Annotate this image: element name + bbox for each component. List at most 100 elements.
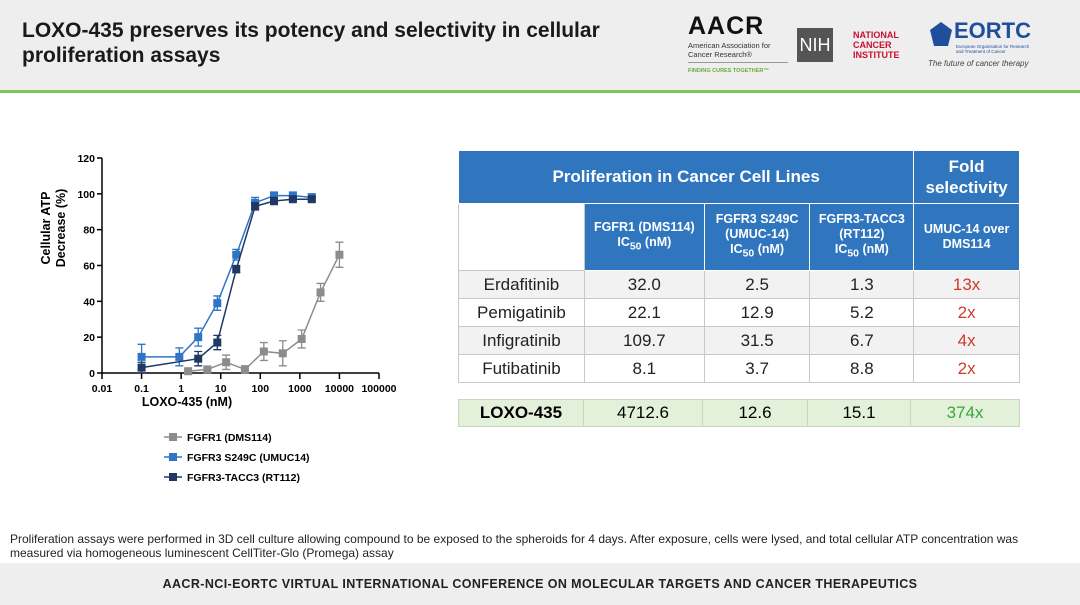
data-point — [240, 365, 249, 374]
cell: 31.5 — [703, 326, 811, 355]
cell: 5.2 — [809, 298, 915, 327]
cell: 22.1 — [583, 298, 705, 327]
cell: 12.6 — [702, 399, 808, 427]
data-point — [335, 250, 344, 259]
cell: 2x — [913, 298, 1020, 327]
data-point — [194, 354, 203, 363]
x-tick-label: 1000 — [288, 383, 312, 395]
row-label: LOXO-435 — [458, 399, 584, 427]
header-text: IC — [617, 234, 630, 249]
data-point — [251, 202, 260, 211]
cell: 32.0 — [583, 270, 705, 299]
footer: AACR-NCI-EORTC VIRTUAL INTERNATIONAL CON… — [0, 563, 1080, 605]
table-header-row: Proliferation in Cancer Cell Lines Fold … — [457, 150, 1020, 204]
eortc-name: European Organisation for Research and T… — [956, 44, 1030, 54]
header-text: IC — [730, 242, 743, 257]
aacr-mark: AACR — [688, 12, 765, 40]
eortc-shape — [930, 22, 952, 46]
legend-marker — [169, 473, 177, 481]
header-bar — [0, 0, 1080, 93]
ic50-table: Proliferation in Cancer Cell Lines Fold … — [457, 150, 1020, 383]
header-text: (nM) — [644, 234, 672, 249]
data-point — [316, 288, 325, 297]
eortc-mark: EORTC — [954, 18, 1031, 43]
y-axis-label: Decrease (%) — [54, 189, 68, 268]
chart: LOXO-435 (nM) Cellular ATP Decrease (%) … — [39, 153, 397, 484]
cell: 374x — [910, 399, 1020, 427]
table-row: Infigratinib 109.7 31.5 6.7 4x — [458, 326, 1020, 355]
footnote: Proliferation assays were performed in 3… — [10, 532, 1019, 560]
header-text: FGFR3 S249C (UMUC-14) — [715, 212, 799, 242]
nih-logo: NIH — [797, 28, 833, 62]
x-axis-label: LOXO-435 (nM) — [142, 395, 232, 409]
cell: 2.5 — [703, 270, 811, 299]
data-point — [278, 349, 287, 358]
eortc-tagline: The future of cancer therapy — [928, 59, 1029, 68]
x-tick-label: 1 — [178, 383, 184, 395]
header-sub: 50 — [742, 248, 755, 260]
data-point — [288, 195, 297, 204]
cell: 13x — [913, 270, 1020, 299]
cell: 8.8 — [809, 354, 915, 383]
data-point — [137, 363, 146, 372]
nci-name: NATIONAL CANCER INSTITUTE — [853, 30, 900, 60]
data-point — [194, 333, 203, 342]
data-point — [213, 338, 222, 347]
group-header: Proliferation in Cancer Cell Lines — [457, 150, 915, 204]
cell: 3.7 — [703, 354, 811, 383]
cell: 2x — [913, 354, 1020, 383]
data-point — [232, 250, 241, 259]
cell: 4x — [913, 326, 1020, 355]
column-header: FGFR1 (DMS114) IC50 (nM) — [583, 203, 705, 271]
data-point — [203, 365, 212, 374]
table-row: Futibatinib 8.1 3.7 8.8 2x — [458, 354, 1020, 383]
eortc-icon — [930, 22, 952, 46]
header-text: FGFR1 (DMS114) — [593, 219, 695, 234]
data-point — [137, 352, 146, 361]
x-tick-label: 100000 — [361, 383, 396, 395]
cell: 12.9 — [703, 298, 811, 327]
column-header: UMUC-14 over DMS114 — [913, 203, 1020, 271]
highlight-row: LOXO-435 4712.6 12.6 15.1 374x — [458, 399, 1020, 427]
cell: 4712.6 — [583, 399, 703, 427]
legend-label: FGFR1 (DMS114) — [187, 432, 272, 444]
slide-title: LOXO-435 preserves its potency and selec… — [22, 19, 600, 67]
highlight-table: LOXO-435 4712.6 12.6 15.1 374x — [458, 399, 1020, 427]
legend-label: FGFR3 S249C (UMUC14) — [187, 452, 310, 464]
y-tick-label: 100 — [77, 189, 95, 201]
column-header: FGFR3 S249C (UMUC-14) IC50 (nM) — [703, 203, 811, 271]
row-label: Infigratinib — [458, 326, 585, 355]
table-subheader-row: FGFR1 (DMS114) IC50 (nM) FGFR3 S249C (UMU… — [458, 203, 1020, 271]
data-point — [184, 367, 193, 376]
fold-header: Fold selectivity — [913, 150, 1020, 204]
y-tick-label: 0 — [89, 368, 95, 380]
row-label: Futibatinib — [458, 354, 585, 383]
aacr-logo: AACR American Association for Cancer Res… — [688, 12, 788, 74]
cell: 8.1 — [583, 354, 705, 383]
eortc-logo: EORTC European Organisation for Research… — [928, 18, 1038, 68]
data-point — [307, 195, 316, 204]
data-point — [297, 334, 306, 343]
table-row: Pemigatinib 22.1 12.9 5.2 2x — [458, 298, 1020, 327]
header-sub: 50 — [847, 248, 859, 260]
header-text: FGFR3-TACC3 (RT112) — [818, 212, 905, 242]
cell: 15.1 — [807, 399, 911, 427]
data-point — [175, 352, 184, 361]
data-point — [269, 197, 278, 205]
header-text: IC — [834, 242, 848, 257]
cell: 1.3 — [809, 270, 915, 299]
series-line — [141, 198, 312, 369]
header-sub: 50 — [629, 241, 642, 253]
y-axis-label: Cellular ATP — [39, 192, 53, 265]
column-header: FGFR3-TACC3 (RT112) IC50 (nM) — [809, 203, 915, 271]
y-tick-label: 40 — [83, 296, 95, 308]
y-tick-label: 20 — [83, 332, 95, 344]
x-tick-label: 10000 — [325, 383, 354, 395]
row-label: Erdafitinib — [458, 270, 585, 299]
y-tick-label: 80 — [83, 225, 95, 237]
data-point — [222, 358, 231, 367]
data-point — [232, 265, 241, 274]
row-label: Pemigatinib — [458, 298, 585, 327]
aacr-tagline: FINDING CURES TOGETHER™ — [688, 68, 769, 74]
